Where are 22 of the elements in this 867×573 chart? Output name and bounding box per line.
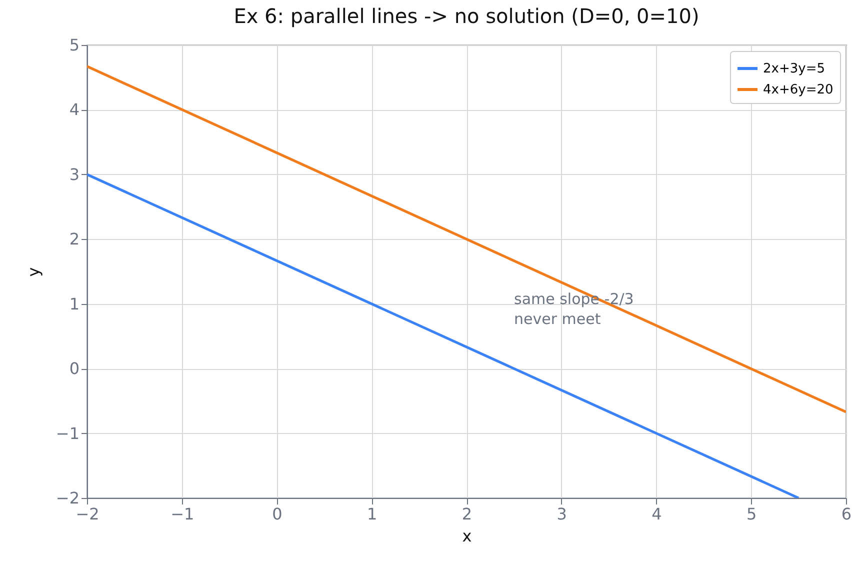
x-tick-label: 3	[556, 504, 567, 524]
x-axis-title: x	[462, 526, 472, 546]
y-tick-label: 4	[69, 100, 80, 120]
annotation: same slope -2/3 never meet	[514, 290, 634, 328]
y-tick-label: −2	[56, 488, 80, 508]
y-tick-label: 1	[69, 294, 80, 314]
y-tick-label: 5	[69, 36, 80, 54]
x-tick-label: 1	[367, 504, 378, 524]
x-tick-label: 5	[746, 504, 757, 524]
x-tick-label: 0	[272, 504, 282, 524]
chart-title: Ex 6: parallel lines -> no solution (D=0, 0=10)	[234, 4, 700, 28]
y-axis-title: y	[24, 267, 43, 277]
x-tick-label: 6	[841, 504, 852, 524]
y-tick-label: 3	[69, 164, 80, 184]
x-tick-label: 2	[462, 504, 472, 524]
x-tick-label: −1	[170, 504, 194, 524]
y-tick-label: −1	[56, 424, 80, 443]
y-tick-label: 2	[69, 230, 80, 249]
x-tick-label: 4	[652, 504, 662, 524]
y-tick-label: 0	[69, 359, 80, 378]
legend-label: 4x+6y=20	[763, 82, 834, 98]
legend-label: 2x+3y=5	[763, 62, 825, 76]
